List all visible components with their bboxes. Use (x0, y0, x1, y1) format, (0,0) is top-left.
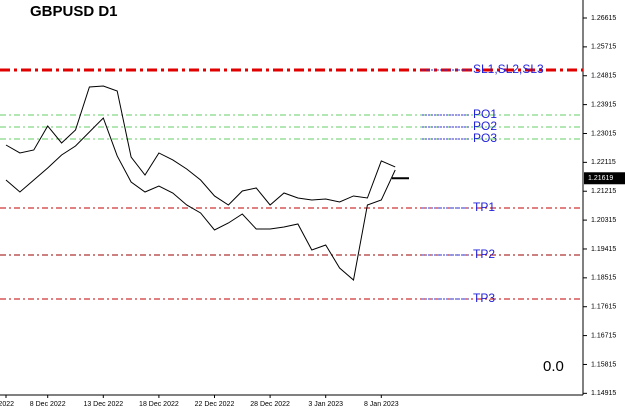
level-label: PO3 (473, 131, 497, 145)
y-tick-label: 1.23015 (591, 130, 616, 137)
y-tick-label: 1.26615 (591, 15, 616, 22)
level-label: TP1 (473, 200, 495, 214)
level-label: SL1,SL2,SL3 (473, 62, 544, 76)
x-tick-label: 22 Dec 2022 (195, 401, 235, 408)
y-tick-label: 1.15815 (591, 361, 616, 368)
price-line (5, 117, 396, 281)
y-tick-label: 1.19415 (591, 246, 616, 253)
x-tick-label: 13 Dec 2022 (83, 401, 123, 408)
level-label: PO1 (473, 107, 497, 121)
y-tick-label: 1.16715 (591, 332, 616, 339)
level-label: TP2 (473, 247, 495, 261)
y-tick-label: 1.25715 (591, 44, 616, 51)
x-tick-label: 8 Jan 2023 (364, 401, 399, 408)
current-price-label: 1.21619 (588, 175, 613, 182)
y-tick-label: 1.18515 (591, 275, 616, 282)
corner-value: 0.0 (543, 358, 564, 375)
x-tick-label: 3 Jan 2023 (308, 401, 343, 408)
level-label: PO2 (473, 119, 497, 133)
x-tick-label: 8 Dec 2022 (30, 401, 66, 408)
x-tick-label: 28 Dec 2022 (250, 401, 290, 408)
x-tick-label: 2022 (0, 401, 14, 408)
level-label: TP3 (473, 291, 495, 305)
price-line (5, 85, 396, 206)
price-label-bg (584, 172, 625, 185)
y-tick-label: 1.17615 (591, 304, 616, 311)
y-tick-label: 1.23915 (591, 101, 616, 108)
y-tick-label: 1.24815 (591, 73, 616, 80)
y-tick-label: 1.14915 (591, 390, 616, 397)
y-tick-label: 1.22115 (591, 159, 616, 166)
y-tick-label: 1.20315 (591, 217, 616, 224)
x-tick-label: 18 Dec 2022 (139, 401, 179, 408)
y-tick-label: 1.21215 (591, 188, 616, 195)
chart-title: GBPUSD D1 (30, 3, 118, 20)
